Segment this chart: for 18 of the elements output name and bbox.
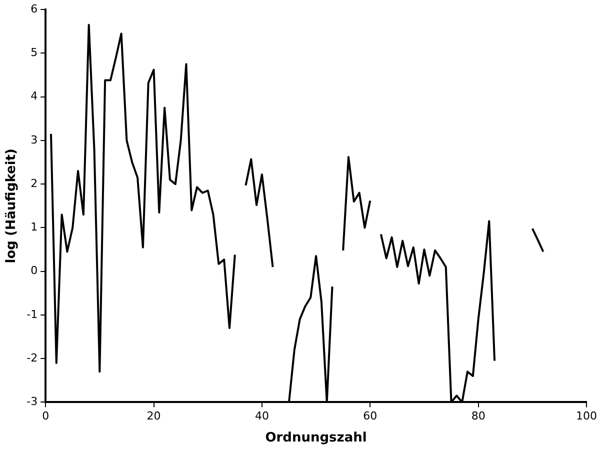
y-tick-label: 1 [30, 220, 38, 234]
x-tick-label: 80 [471, 410, 486, 423]
y-tick-label: 4 [30, 90, 38, 103]
y-tick-label: -2 [26, 351, 38, 364]
y-tick-label: -3 [26, 395, 38, 408]
y-tick-label: 6 [30, 2, 38, 16]
y-axis-title: log (Häufigkeit) [4, 148, 20, 264]
y-tick-label: -1 [26, 308, 38, 321]
x-tick-label: 40 [254, 410, 269, 423]
y-tick-label: 2 [30, 176, 38, 190]
y-tick-label: 3 [30, 133, 38, 146]
x-tick-label: 0 [42, 410, 50, 423]
x-tick-label: 100 [576, 410, 597, 423]
y-tick-label: 0 [30, 264, 38, 278]
y-tick-label: 5 [30, 46, 38, 60]
x-axis-title: Ordnungszahl [265, 430, 367, 446]
x-tick-label: 20 [146, 410, 161, 423]
x-tick-label: 60 [363, 410, 378, 423]
